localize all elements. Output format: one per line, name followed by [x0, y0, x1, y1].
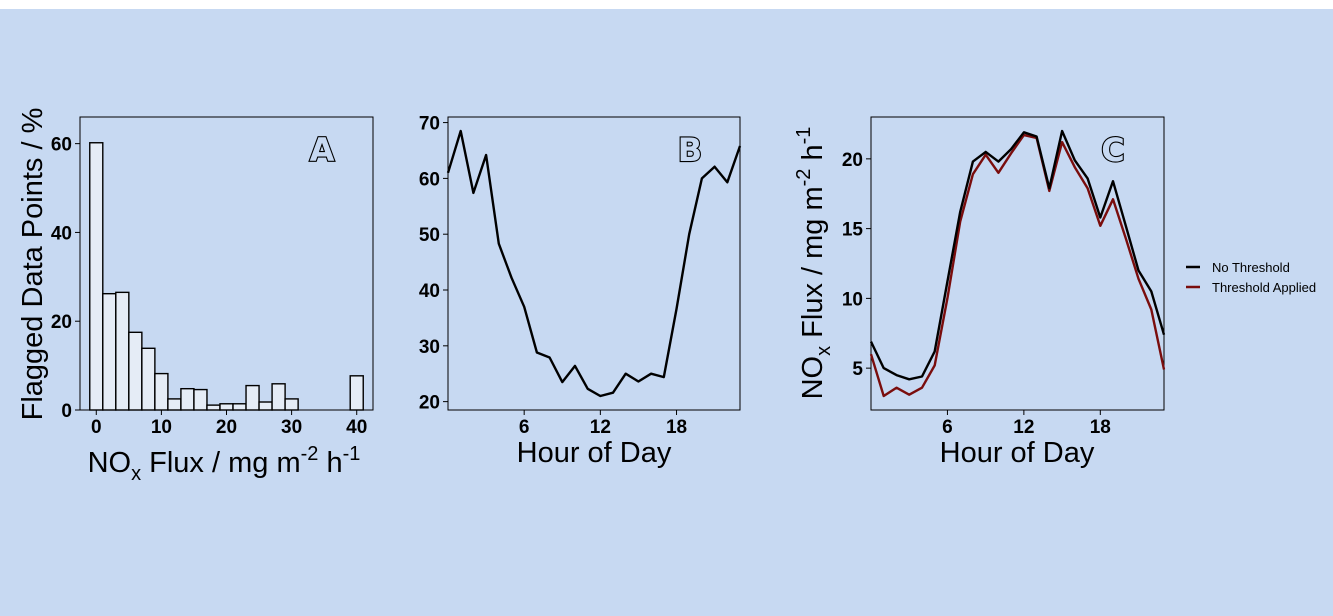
panel-b-x-tick-label: 18 — [666, 417, 687, 438]
panel-c-x-tick-label: 12 — [1013, 417, 1034, 438]
panel-c-y-tick-label: 10 — [842, 289, 863, 310]
panel-a-x-axis-title: NOx Flux / mg m-2 h-1 — [88, 443, 361, 485]
legend-label-no-threshold: No Threshold — [1212, 260, 1290, 275]
panel-c-y-axis-title: NOx Flux / mg m-2 h-1 — [793, 127, 835, 400]
histogram-bar — [193, 388, 208, 411]
panel-a-letter: A — [310, 131, 335, 169]
panel-c-x-ticks: 6 12 18 — [942, 410, 1111, 438]
histogram-bar — [245, 384, 260, 411]
histogram-bar — [284, 398, 299, 411]
panel-a-x-tick-label: 20 — [216, 417, 237, 438]
legend-label-threshold-applied: Threshold Applied — [1212, 280, 1316, 295]
panel-b-x-ticks: 6 12 18 — [519, 410, 687, 438]
histogram-bar — [154, 372, 169, 411]
histogram-bar — [167, 398, 182, 411]
histogram-bar — [141, 347, 156, 411]
histogram-bar — [232, 403, 247, 411]
panel-c-letter: C — [1101, 131, 1124, 169]
panel-a-x-tick-label: 10 — [151, 417, 172, 438]
panel-b-x-tick-label: 12 — [590, 417, 611, 438]
panel-a-y-axis-title: Flagged Data Points / % — [17, 108, 49, 421]
series-line-flagged-points — [446, 129, 742, 398]
histogram-bar — [258, 401, 273, 411]
series-line-no-threshold — [869, 129, 1166, 381]
panel-a-x-title-sup1: -2 — [301, 443, 319, 465]
panel-c-y-title-flux: Flux / mg m — [797, 186, 829, 346]
panel-c-x-axis-title: Hour of Day — [940, 437, 1095, 469]
histogram-bar — [102, 292, 117, 411]
panel-b-x-axis-title: Hour of Day — [517, 437, 672, 469]
panel-a-y-ticks: 0 20 40 60 — [51, 135, 80, 422]
histogram-bar — [89, 142, 104, 411]
panel-c-y-tick-label: 5 — [852, 359, 863, 380]
panel-b-y-tick-label: 50 — [419, 225, 440, 246]
top-strip — [0, 0, 1333, 9]
panel-a-x-tick-label: 30 — [281, 417, 302, 438]
panel-a-y-tick-label: 0 — [61, 401, 72, 422]
panel-c-y-title-sub: x — [813, 346, 835, 356]
legend: No Threshold Threshold Applied — [1186, 260, 1316, 295]
panel-c-y-title-no: NO — [797, 356, 829, 400]
panel-a-x-title-flux: Flux / mg m — [141, 447, 301, 479]
histogram-bar — [219, 403, 234, 411]
panel-a-bars — [89, 142, 364, 411]
panel-b-y-tick-label: 40 — [419, 281, 440, 302]
panel-b-y-tick-label: 60 — [419, 169, 440, 190]
panel-a-y-tick-label: 40 — [51, 223, 72, 244]
panel-b-y-tick-label: 30 — [419, 337, 440, 358]
panel-a-x-tick-label: 40 — [346, 417, 367, 438]
panel-b-y-tick-label: 70 — [419, 114, 440, 135]
histogram-bar — [349, 375, 364, 411]
panel-b-lines — [446, 129, 742, 398]
panel-c-x-tick-label: 6 — [942, 417, 953, 438]
histogram-bar — [271, 383, 286, 411]
panel-c-y-title-sup2: -1 — [793, 127, 815, 145]
panel-b-x-tick-label: 6 — [519, 417, 530, 438]
panel-a-histogram: 0 10 20 30 40 0 20 40 60 A Flagged Data Points … — [17, 108, 374, 485]
panel-b-y-tick-label: 20 — [419, 393, 440, 414]
panel-c-y-ticks: 5 10 15 20 — [842, 150, 871, 380]
panel-c-y-title-h: h — [797, 144, 829, 168]
histogram-bar — [128, 331, 143, 411]
panel-b-letter: B — [678, 131, 702, 169]
panel-c-y-tick-label: 15 — [842, 220, 864, 241]
panel-b-plot-area — [447, 116, 741, 411]
panel-a-x-title-h: h — [318, 447, 342, 479]
panel-c-y-tick-label: 20 — [842, 150, 863, 171]
panel-c-plot-area — [870, 116, 1165, 411]
panel-a-x-tick-label: 0 — [91, 417, 102, 438]
panel-b-y-ticks: 20 30 40 50 60 70 — [419, 114, 448, 414]
histogram-bar — [180, 387, 195, 411]
panel-c-line-chart: 6 12 18 5 10 15 20 C Hour of Day NOx Flux / m… — [793, 116, 1166, 469]
panel-a-y-tick-label: 60 — [51, 135, 72, 156]
histogram-bar — [115, 291, 130, 411]
panel-c-x-tick-label: 18 — [1090, 417, 1111, 438]
histogram-bar — [206, 404, 221, 411]
panel-c-y-title-sup1: -2 — [793, 169, 815, 187]
panel-b-line-chart: 6 12 18 20 30 40 50 60 70 B Hour of Day — [419, 114, 742, 469]
panel-a-x-title-no: NO — [88, 447, 132, 479]
panel-c-lines — [869, 129, 1166, 398]
panel-a-x-title-sup2: -1 — [343, 443, 361, 465]
panel-a-x-ticks: 0 10 20 30 40 — [91, 410, 367, 438]
panel-a-y-tick-label: 20 — [51, 312, 72, 333]
panel-a-x-title-sub: x — [131, 463, 141, 485]
series-line-threshold-applied — [869, 133, 1166, 398]
